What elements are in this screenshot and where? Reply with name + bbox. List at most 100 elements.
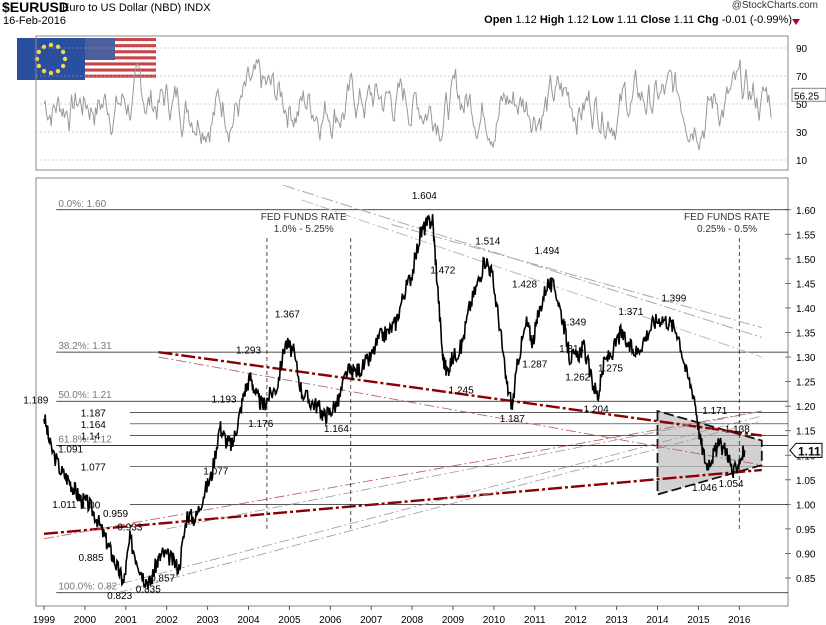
eu-star-icon <box>60 63 66 69</box>
price-annotation: 1.164 <box>324 424 349 435</box>
x-tick-label: 2004 <box>237 615 260 625</box>
event-range: 1.0% - 5.25% <box>274 224 334 235</box>
close-label: Close <box>640 14 671 26</box>
price-line <box>43 214 746 590</box>
last-value-marker <box>789 442 823 458</box>
price-annotation: 1.262 <box>565 373 590 384</box>
eu-star-icon <box>41 68 47 74</box>
low-label: Low <box>591 14 614 26</box>
price-tick-label: 1.30 <box>796 353 816 364</box>
eu-star-icon <box>48 70 54 76</box>
gray-trend-line <box>391 223 762 329</box>
price-annotation: 1.176 <box>248 419 273 430</box>
indicator-value-box <box>791 87 826 102</box>
price-annotation: 1.138 <box>725 425 750 436</box>
x-tick-label: 2001 <box>115 615 138 625</box>
x-tick-label: 2010 <box>483 615 506 625</box>
price-tick-label: 1.50 <box>796 255 816 266</box>
price-annotation: 1.171 <box>702 406 727 417</box>
fib-level-label: 61.8%: 1.12 <box>58 434 112 445</box>
x-tick-label: 2012 <box>565 615 588 625</box>
price-annotation: 0.823 <box>107 591 132 602</box>
price-annotation: 1.187 <box>500 414 525 425</box>
us-canton-icon <box>85 38 115 60</box>
level-label: 1.14 <box>81 432 101 443</box>
x-tick-label: 2014 <box>646 615 669 625</box>
price-annotation: 1.349 <box>561 318 586 329</box>
price-annotation: 1.514 <box>475 237 500 248</box>
price-annotation: 1.293 <box>236 346 261 357</box>
fib-level-label: 100.0%: 0.82 <box>58 582 117 593</box>
price-tick-label: 1.05 <box>796 476 816 487</box>
us-stripe-icon <box>85 50 156 54</box>
high-value: 1.12 <box>567 14 589 26</box>
chart-header: $EURUSD Euro to US Dollar (NBD) INDX 16-… <box>0 0 826 36</box>
price-tick-label: 0.85 <box>796 574 816 585</box>
price-tick-label: 1.35 <box>796 329 816 340</box>
x-tick-label: 1999 <box>33 615 56 625</box>
eu-star-icon <box>48 42 54 48</box>
price-tick-label: 0.95 <box>796 525 816 536</box>
x-tick-label: 2005 <box>278 615 301 625</box>
symbol-title: $EURUSD <box>2 0 69 15</box>
price-annotation: 1.314 <box>559 344 584 355</box>
thin-red-trend-line <box>158 356 762 466</box>
price-annotation: 1.494 <box>535 246 560 257</box>
indicator-panel: 10 30 50 70 90 56.25 <box>35 35 826 171</box>
x-tick-label: 2015 <box>687 615 710 625</box>
price-annotation: 1.371 <box>618 307 643 318</box>
event-title: FED FUNDS RATE <box>684 212 770 223</box>
x-tick-label: 2008 <box>401 615 424 625</box>
ohlc-readout: Open 1.12 High 1.12 Low 1.11 Close 1.11 … <box>484 14 792 26</box>
price-annotation: 1.091 <box>58 444 83 455</box>
fib-level-label: 50.0%: 1.21 <box>58 390 112 401</box>
indicator-line <box>43 58 772 151</box>
price-annotation: 1.604 <box>412 191 437 202</box>
event-title: FED FUNDS RATE <box>261 212 347 223</box>
us-stripe-icon <box>85 56 156 60</box>
price-annotation: 1.193 <box>211 395 236 406</box>
price-tick-label: 1.25 <box>796 378 816 389</box>
eu-star-icon <box>55 68 61 74</box>
price-annotation: 0.857 <box>150 573 175 584</box>
price-annotation: 1.189 <box>23 396 48 407</box>
chg-label: Chg <box>697 14 719 26</box>
watermark: @StockCharts.com <box>731 0 818 11</box>
price-tick-label: 1.60 <box>796 206 816 217</box>
x-tick-label: 2002 <box>156 615 179 625</box>
indicator-tick-label: 10 <box>796 156 808 167</box>
fib-level-label: 38.2%: 1.31 <box>58 341 112 352</box>
low-value: 1.11 <box>616 14 638 26</box>
price-tick-label: 1.45 <box>796 279 816 290</box>
us-stripe-icon <box>85 62 156 66</box>
level-label: 1.00 <box>81 500 101 511</box>
price-annotation: 1.011 <box>52 500 77 511</box>
eu-star-icon <box>36 63 42 69</box>
price-annotation: 1.275 <box>598 363 623 374</box>
event-range: 0.25% - 0.5% <box>697 224 757 235</box>
eu-star-icon <box>60 49 66 55</box>
indicator-tick-label: 30 <box>796 128 808 139</box>
open-label: Open <box>484 14 513 26</box>
gray-trend-line <box>166 410 762 530</box>
eu-star-icon <box>62 56 68 62</box>
x-tick-label: 2016 <box>728 615 751 625</box>
level-label: 1.077 <box>81 463 106 474</box>
price-frame <box>35 177 789 607</box>
x-tick-label: 2003 <box>196 615 219 625</box>
price-annotation: 1.472 <box>430 266 455 277</box>
indicator-tick-label: 50 <box>796 100 808 111</box>
close-value: 1.11 <box>673 14 695 26</box>
last-value-label: 1.11 <box>798 444 821 458</box>
high-label: High <box>539 14 565 26</box>
x-tick-label: 2009 <box>442 615 465 625</box>
x-tick-label: 2006 <box>319 615 342 625</box>
x-tick-label: 2000 <box>74 615 97 625</box>
eu-star-icon <box>55 44 61 50</box>
price-annotation: 0.933 <box>117 522 142 533</box>
level-label: 1.164 <box>81 420 106 431</box>
instrument-name: Euro to US Dollar (NBD) INDX <box>62 2 211 14</box>
fib-level-label: 0.0%: 1.60 <box>58 199 106 210</box>
indicator-frame <box>35 35 789 171</box>
price-tick-label: 0.90 <box>796 549 816 560</box>
